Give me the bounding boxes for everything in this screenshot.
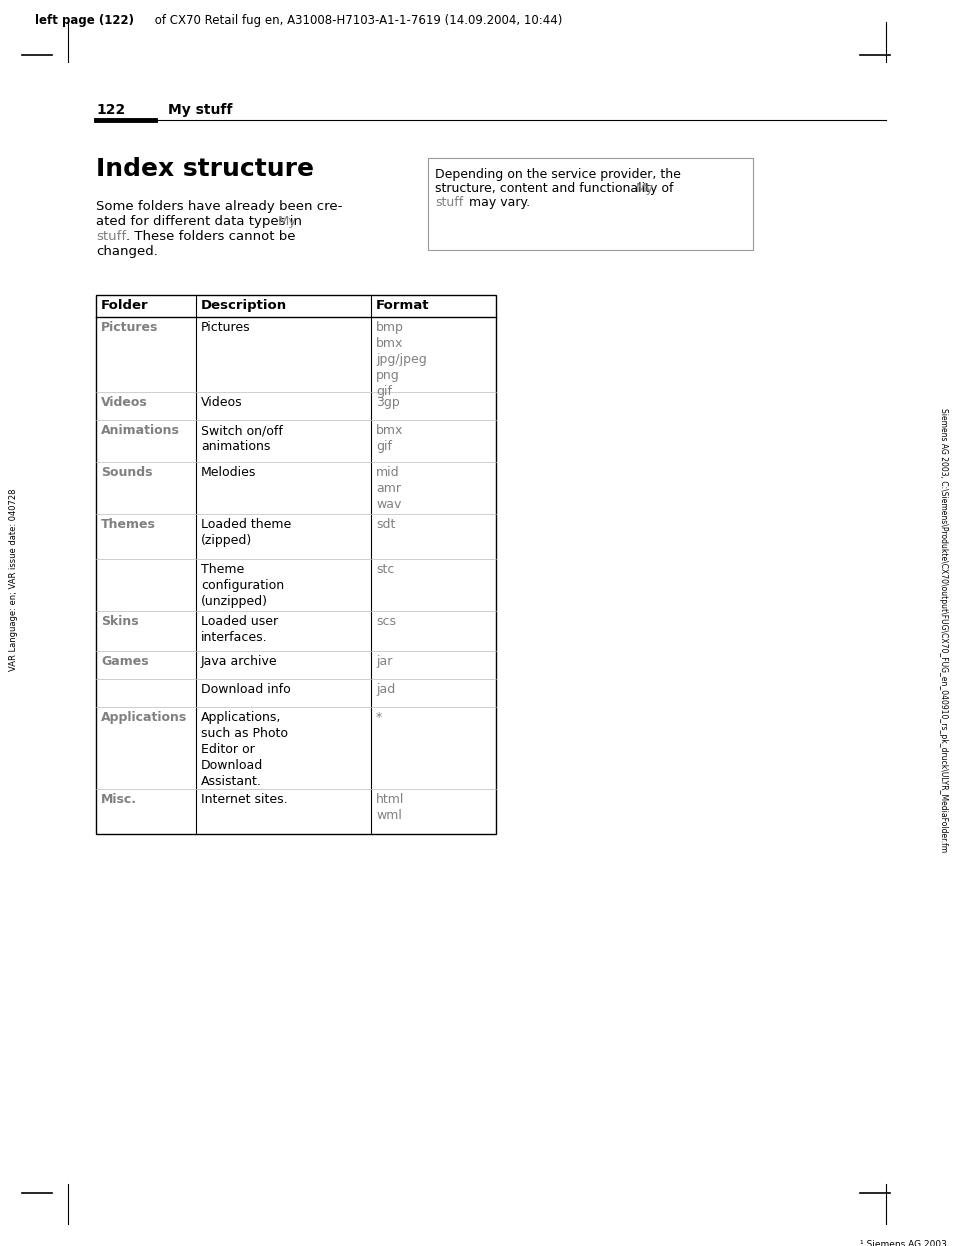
Text: Folder: Folder: [101, 299, 149, 312]
Text: Internet sites.: Internet sites.: [201, 792, 287, 806]
Text: left page (122): left page (122): [35, 14, 133, 27]
Text: Melodies: Melodies: [201, 466, 256, 478]
Text: structure, content and functionality of: structure, content and functionality of: [435, 182, 677, 196]
Text: VAR Language: en; VAR issue date: 040728: VAR Language: en; VAR issue date: 040728: [10, 488, 18, 672]
Bar: [96, 295, 496, 834]
Text: bmp
bmx
jpg/jpeg
png
gif: bmp bmx jpg/jpeg png gif: [375, 321, 426, 397]
Text: Sounds: Sounds: [101, 466, 152, 478]
Text: Applications: Applications: [101, 711, 187, 724]
Text: ated for different data types in: ated for different data types in: [96, 216, 306, 228]
Text: stuff: stuff: [435, 196, 463, 209]
Text: Index structure: Index structure: [96, 157, 314, 181]
Text: scs: scs: [375, 616, 395, 628]
Text: Animations: Animations: [101, 424, 180, 437]
Text: . These folders cannot be: . These folders cannot be: [126, 231, 295, 243]
Text: stc: stc: [375, 563, 394, 576]
Text: My stuff: My stuff: [168, 103, 233, 117]
Text: 122: 122: [96, 103, 125, 117]
Text: Java archive: Java archive: [201, 655, 277, 668]
Text: ¹ Siemens AG 2003,: ¹ Siemens AG 2003,: [859, 1240, 948, 1246]
Text: mid
amr
wav: mid amr wav: [375, 466, 401, 511]
Bar: [428, 158, 752, 250]
Text: Loaded user
interfaces.: Loaded user interfaces.: [201, 616, 278, 644]
Text: Download info: Download info: [201, 683, 291, 697]
Text: Switch on/off
animations: Switch on/off animations: [201, 424, 283, 454]
Text: Depending on the service provider, the: Depending on the service provider, the: [435, 168, 680, 181]
Text: Description: Description: [201, 299, 287, 312]
Text: sdt: sdt: [375, 518, 395, 531]
Text: My: My: [277, 216, 297, 228]
Text: Some folders have already been cre-: Some folders have already been cre-: [96, 201, 342, 213]
Text: Pictures: Pictures: [201, 321, 251, 334]
Text: stuff: stuff: [96, 231, 126, 243]
Text: Loaded theme
(zipped): Loaded theme (zipped): [201, 518, 291, 547]
Text: Format: Format: [375, 299, 429, 312]
Text: Videos: Videos: [101, 396, 148, 409]
Text: of CX70 Retail fug en, A31008-H7103-A1-1-7619 (14.09.2004, 10:44): of CX70 Retail fug en, A31008-H7103-A1-1…: [151, 14, 561, 27]
Text: jad: jad: [375, 683, 395, 697]
Text: Applications,
such as Photo
Editor or
Download
Assistant.: Applications, such as Photo Editor or Do…: [201, 711, 288, 787]
Text: bmx
gif: bmx gif: [375, 424, 403, 454]
Text: jar: jar: [375, 655, 392, 668]
Text: html
wml: html wml: [375, 792, 404, 822]
Text: 3gp: 3gp: [375, 396, 399, 409]
Text: Misc.: Misc.: [101, 792, 137, 806]
Text: Games: Games: [101, 655, 149, 668]
Text: Skins: Skins: [101, 616, 138, 628]
Text: Theme
configuration
(unzipped): Theme configuration (unzipped): [201, 563, 284, 608]
Text: My: My: [636, 182, 654, 196]
Text: Themes: Themes: [101, 518, 155, 531]
Text: changed.: changed.: [96, 245, 157, 258]
Text: may vary.: may vary.: [464, 196, 530, 209]
Text: Pictures: Pictures: [101, 321, 158, 334]
Text: Videos: Videos: [201, 396, 242, 409]
Text: Siemens AG 2003, C:\Siemens\Produkte\CX70\output\FUG\CX70_FUG_en_040910_rs_pk_dr: Siemens AG 2003, C:\Siemens\Produkte\CX7…: [939, 407, 947, 852]
Text: *: *: [375, 711, 382, 724]
